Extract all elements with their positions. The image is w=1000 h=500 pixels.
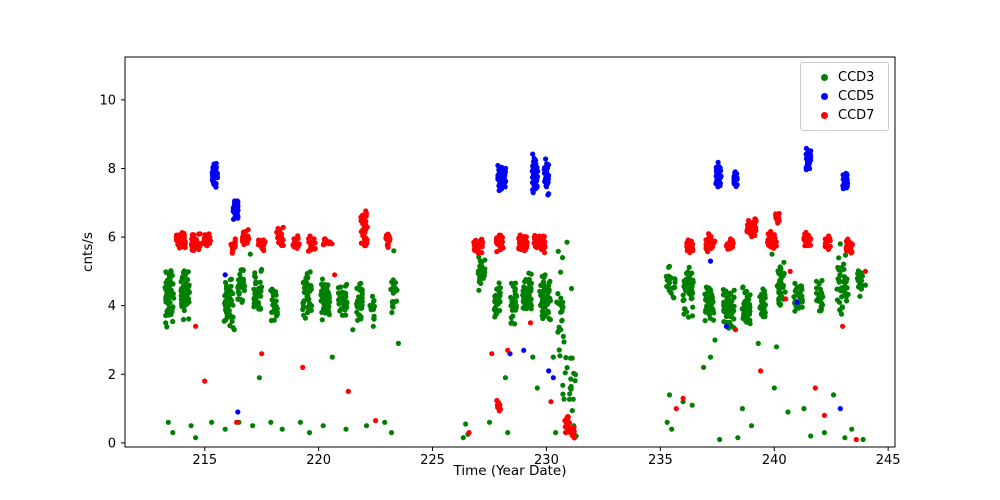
axes-frame	[124, 56, 896, 448]
series-ccd7-points	[173, 208, 869, 443]
x-tick-label: 225	[420, 453, 445, 468]
x-tick-label: 240	[762, 453, 787, 468]
legend-entry-ccd3: CCD3	[801, 68, 874, 87]
y-tick-label: 8	[108, 162, 116, 177]
x-tick-label: 230	[534, 453, 559, 468]
legend-label-ccd5: CCD5	[838, 89, 875, 104]
legend-marker-ccd5-icon	[821, 93, 828, 100]
y-tick-label: 2	[108, 368, 116, 383]
y-axis-label: cnts/s	[80, 232, 96, 272]
series-ccd5-points	[209, 145, 851, 415]
y-tick-label: 6	[108, 231, 116, 246]
legend-label-ccd3: CCD3	[838, 70, 875, 85]
legend-entry-ccd5: CCD5	[801, 87, 874, 106]
y-tick-label: 10	[99, 93, 116, 108]
legend-label-ccd7: CCD7	[838, 108, 875, 123]
x-axis-label: Time (Year Date)	[453, 463, 567, 479]
legend-marker-ccd7-icon	[821, 112, 828, 119]
y-tick-label: 0	[108, 436, 116, 451]
x-tick-label: 245	[876, 453, 901, 468]
y-tick-label: 4	[108, 299, 116, 314]
legend-marker-ccd3-icon	[821, 74, 828, 81]
x-tick-label: 235	[648, 453, 673, 468]
series-ccd3-points	[162, 239, 869, 443]
legend: CCD3 CCD5 CCD7	[800, 62, 890, 131]
legend-entry-ccd7: CCD7	[801, 106, 874, 125]
x-tick-label: 220	[306, 453, 331, 468]
x-tick-label: 215	[192, 453, 217, 468]
